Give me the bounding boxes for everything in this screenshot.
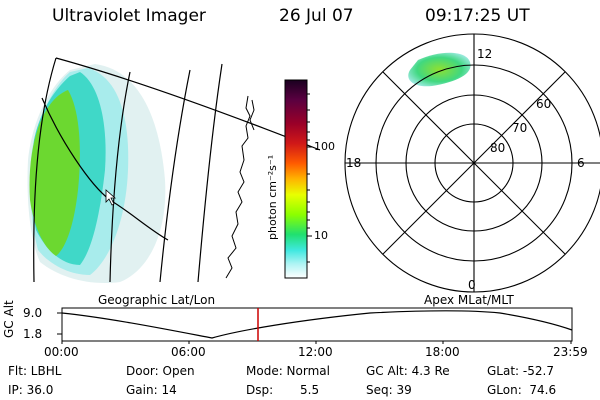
geo-panel-label: Geographic Lat/Lon [98, 293, 216, 307]
info-gcalt: GC Alt: 4.3 Re [366, 364, 450, 378]
mlt-label-18: 18 [346, 156, 362, 170]
date-label: 26 Jul 07 [279, 6, 354, 26]
info-dsp-label: Dsp: [246, 383, 274, 397]
timeline-ytick-9: 9.0 [23, 306, 43, 320]
time-label: 09:17:25 UT [425, 6, 530, 26]
info-glat: GLat: -52.7 [487, 364, 554, 378]
timeline-ytick-1: 1.8 [23, 327, 43, 341]
colorbar [284, 79, 308, 279]
colorbar-unit-label: photon cm⁻²s⁻¹ [266, 154, 279, 240]
info-gain: Gain: 14 [126, 383, 177, 397]
mlt-label-0: 0 [468, 278, 476, 292]
timeline-xtick-1800: 18:00 [425, 345, 460, 359]
timeline-xtick-1200: 12:00 [298, 345, 333, 359]
info-dsp-value: 5.5 [300, 383, 320, 397]
instrument-title: Ultraviolet Imager [52, 6, 206, 26]
cursor-icon [105, 189, 117, 206]
polar-aurora-image [408, 52, 471, 87]
timeline-xtick-0600: 06:00 [171, 345, 206, 359]
coastline [225, 95, 255, 279]
timeline-xtick-2359: 23:59 [553, 345, 588, 359]
info-glon: GLon: 74.6 [487, 383, 557, 397]
polar-plot [344, 33, 600, 293]
mlt-label-12: 12 [477, 47, 493, 61]
geo-grid [33, 57, 321, 283]
mlt-label-6: 6 [577, 156, 585, 170]
lat-label-70: 70 [512, 121, 528, 135]
geo-aurora-image [27, 64, 166, 284]
timeline-ylabel: GC Alt [2, 300, 16, 338]
colorbar-tick-10: 10 [314, 229, 328, 242]
lat-label-80: 80 [490, 141, 506, 155]
polar-panel-label: Apex MLat/MLT [424, 293, 514, 307]
colorbar-ticks [307, 93, 312, 263]
lat-label-60: 60 [536, 97, 552, 111]
info-door: Door: Open [126, 364, 195, 378]
timeline-plot [57, 307, 573, 344]
timeline-xtick-0000: 00:00 [44, 345, 79, 359]
colorbar-tick-100: 100 [314, 140, 335, 153]
info-seq: Seq: 39 [366, 383, 412, 397]
altitude-curve [61, 310, 573, 339]
info-mode: Mode: Normal [246, 364, 330, 378]
info-ip: IP: 36.0 [8, 383, 54, 397]
info-flt: Flt: LBHL [8, 364, 62, 378]
